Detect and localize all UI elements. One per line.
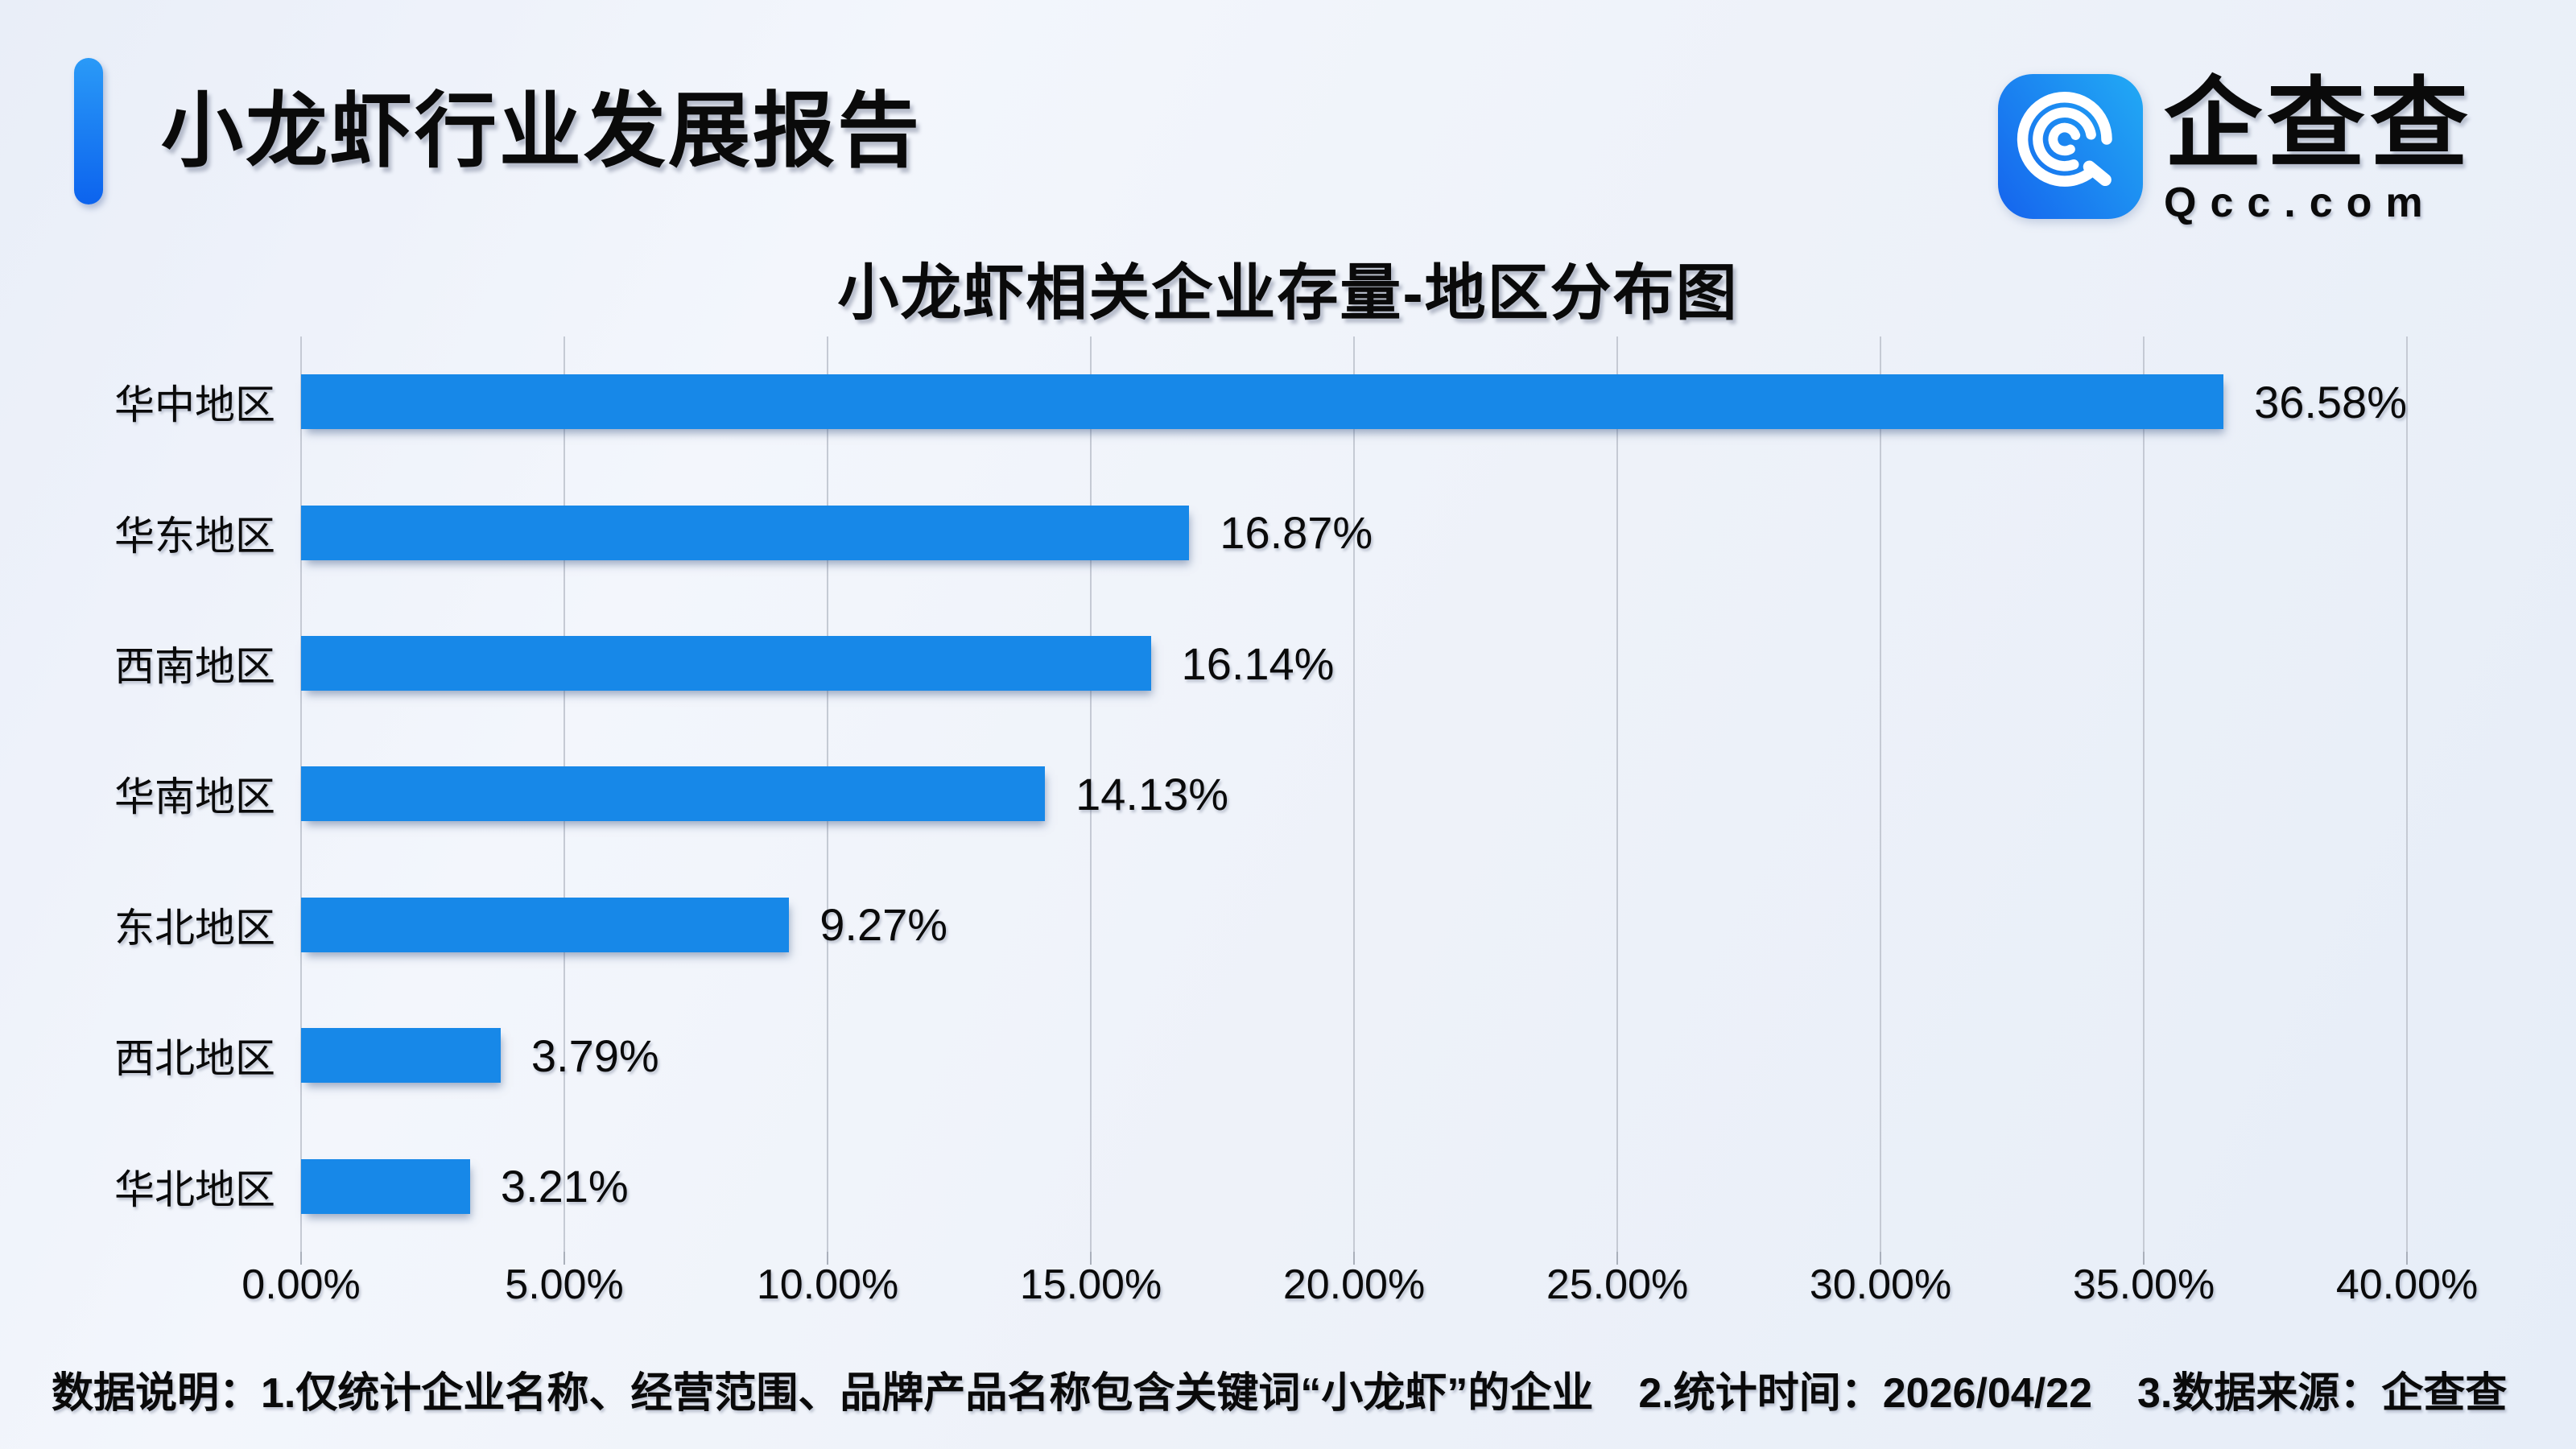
footer-label: 数据说明：: [52, 1370, 262, 1417]
gridline: [1090, 336, 1092, 1252]
category-label: 华南地区: [114, 774, 275, 820]
bar-value-label: 14.13%: [1075, 768, 1229, 819]
bar-value-label: 36.58%: [2254, 376, 2407, 427]
gridline: [2406, 336, 2408, 1252]
bar-row: 西南地区 16.14%: [114, 598, 2407, 729]
gridline: [1616, 336, 1618, 1252]
axis-tick: [564, 1252, 565, 1265]
bar: [301, 374, 2224, 430]
axis-tick: [2143, 1252, 2145, 1265]
x-tick-label: 20.00%: [1282, 1261, 1426, 1308]
bar: [301, 897, 790, 952]
brand-domain: Qcc.com: [2164, 180, 2437, 227]
category-label: 西南地区: [114, 644, 275, 690]
footer-note-2: 2.统计时间：2026/04/22: [1638, 1370, 2093, 1417]
qcc-logo-icon: [1998, 74, 2143, 219]
axis-tick: [300, 1252, 302, 1265]
x-tick-label: 30.00%: [1809, 1261, 1952, 1308]
category-label: 东北地区: [114, 905, 275, 951]
footer-note-3: 3.数据来源：企查查: [2137, 1370, 2508, 1417]
page-title: 小龙虾行业发展报告: [161, 85, 922, 177]
bar-row: 华中地区 36.58%: [114, 336, 2407, 467]
brand-block: 企查查 Qcc.com: [1998, 74, 2473, 227]
bar-rows: 华中地区 36.58% 华东地区 16.87% 西南地区 16.14% 华南地区 14.13%…: [114, 336, 2407, 1252]
x-tick-label: 35.00%: [2072, 1261, 2215, 1308]
x-tick-label: 5.00%: [505, 1261, 624, 1308]
bar-value-label: 3.79%: [530, 1030, 659, 1081]
gridline: [2143, 336, 2145, 1252]
axis-tick: [1880, 1252, 1881, 1265]
x-tick-label: 15.00%: [1019, 1261, 1162, 1308]
bar: [301, 1028, 501, 1084]
bar-row: 华东地区 16.87%: [114, 467, 2407, 597]
brand-text: 企查查 Qcc.com: [2164, 74, 2473, 227]
footer-note-1: 1.仅统计企业名称、经营范围、品牌产品名称包含关键词“小龙虾”的企业: [261, 1370, 1594, 1417]
bar: [301, 1158, 470, 1214]
bar-value-label: 9.27%: [819, 899, 948, 951]
bar-row: 西北地区 3.79%: [114, 990, 2407, 1121]
category-label: 华东地区: [114, 513, 275, 559]
category-label: 西北地区: [114, 1036, 275, 1082]
axis-tick: [2406, 1252, 2408, 1265]
category-label: 华中地区: [114, 382, 275, 428]
bar-row: 华南地区 14.13%: [114, 729, 2407, 859]
report-header: 小龙虾行业发展报告: [74, 58, 922, 204]
axis-tick: [1616, 1252, 1618, 1265]
bar-value-label: 16.87%: [1220, 507, 1373, 559]
bar-value-label: 16.14%: [1181, 638, 1335, 689]
x-tick-label: 40.00%: [2335, 1261, 2479, 1308]
bar-value-label: 3.21%: [500, 1161, 629, 1212]
plot-area: 华中地区 36.58% 华东地区 16.87% 西南地区 16.14% 华南地区 14.13%…: [114, 336, 2408, 1265]
bar-row: 华北地区 3.21%: [114, 1121, 2407, 1252]
x-axis-labels: 0.00% 5.00% 10.00% 15.00% 20.00% 25.00% 30.00%…: [242, 1261, 2478, 1312]
x-tick-label: 10.00%: [756, 1261, 899, 1308]
x-tick-label: 25.00%: [1546, 1261, 1689, 1308]
footer-notes: 数据说明： 1.仅统计企业名称、经营范围、品牌产品名称包含关键词“小龙虾”的企业…: [52, 1359, 2507, 1419]
axis-tick: [1090, 1252, 1092, 1265]
axis-tick: [827, 1252, 828, 1265]
gridline: [1353, 336, 1355, 1252]
category-label: 华北地区: [114, 1166, 275, 1212]
title-accent-bar: [74, 58, 103, 204]
x-tick-label: 0.00%: [242, 1261, 361, 1308]
chart-title: 小龙虾相关企业存量-地区分布图: [837, 259, 1739, 328]
bar: [301, 636, 1151, 691]
bar-row: 东北地区 9.27%: [114, 860, 2407, 990]
brand-name: 企查查: [2164, 69, 2473, 179]
axis-tick: [1353, 1252, 1355, 1265]
bar: [301, 505, 1190, 560]
gridline: [1880, 336, 1881, 1252]
bar: [301, 766, 1046, 822]
